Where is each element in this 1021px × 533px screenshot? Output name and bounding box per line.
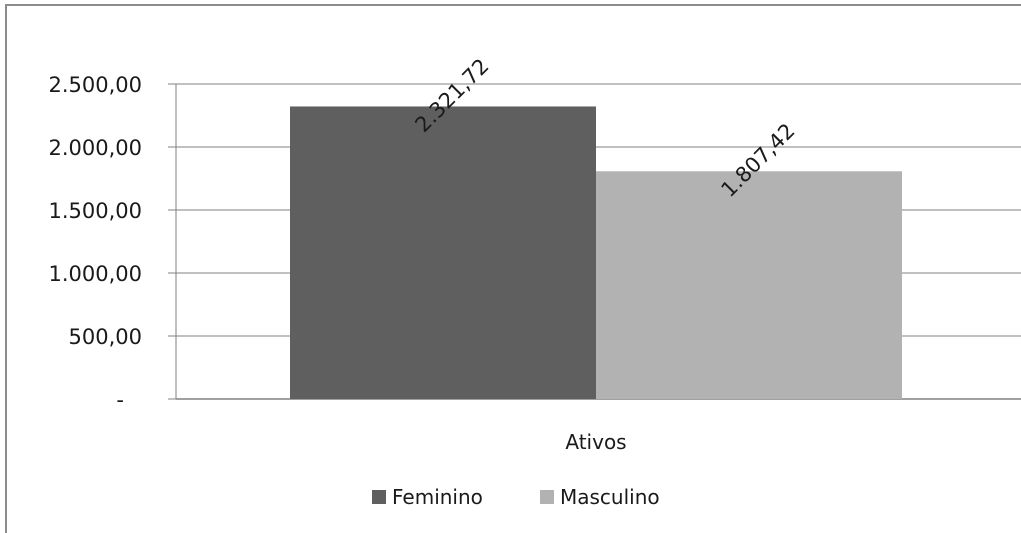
legend-swatch-feminino bbox=[372, 490, 386, 504]
y-tick-label-4: 2.000,00 bbox=[48, 136, 142, 160]
x-axis: Ativos bbox=[565, 430, 626, 454]
legend-label-masculino: Masculino bbox=[560, 485, 660, 509]
chart-border bbox=[5, 4, 1021, 533]
y-tick-label-5: 2.500,00 bbox=[48, 73, 142, 97]
category-label: Ativos bbox=[565, 430, 626, 454]
bar-masculino bbox=[596, 171, 902, 399]
legend-swatch-masculino bbox=[540, 490, 554, 504]
bar-feminino bbox=[290, 106, 596, 399]
y-tick-label-2: 1.000,00 bbox=[48, 262, 142, 286]
legend-label-feminino: Feminino bbox=[392, 485, 483, 509]
y-tick-label-0: - bbox=[116, 388, 124, 412]
y-tick-label-1: 500,00 bbox=[69, 325, 142, 349]
bars bbox=[290, 106, 902, 399]
y-tick-label-3: 1.500,00 bbox=[48, 199, 142, 223]
legend: Feminino Masculino bbox=[372, 485, 660, 509]
